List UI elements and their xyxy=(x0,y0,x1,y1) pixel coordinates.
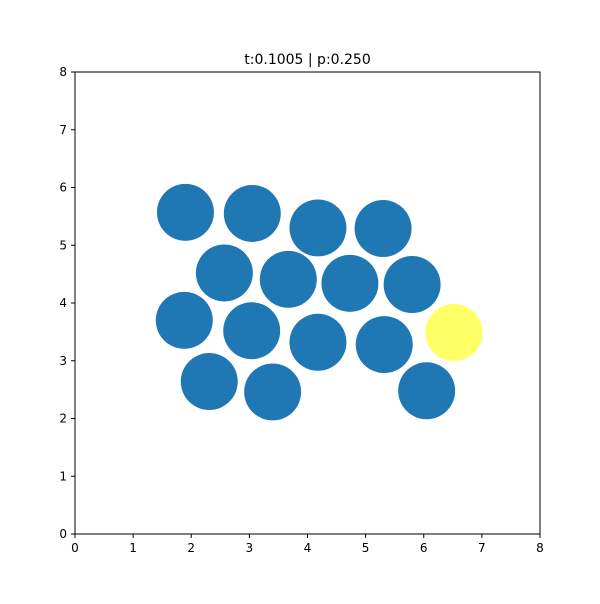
data-point xyxy=(223,185,281,242)
y-tick-label: 7 xyxy=(59,123,67,137)
data-point xyxy=(155,291,213,349)
data-point xyxy=(321,254,379,312)
y-tick-label: 6 xyxy=(59,181,67,195)
data-point xyxy=(398,362,456,420)
data-point xyxy=(355,316,413,374)
data-point xyxy=(289,199,347,257)
x-tick-label: 5 xyxy=(362,541,370,555)
x-tick-label: 1 xyxy=(129,541,137,555)
data-point xyxy=(223,302,281,360)
data-point xyxy=(244,363,302,421)
y-tick-label: 2 xyxy=(59,412,67,426)
data-point-highlight xyxy=(425,303,483,361)
y-tick-label: 3 xyxy=(59,354,67,368)
x-tick-label: 8 xyxy=(536,541,544,555)
y-tick-label: 5 xyxy=(59,238,67,252)
x-tick-label: 2 xyxy=(187,541,195,555)
data-point xyxy=(383,256,441,314)
data-point xyxy=(156,183,214,241)
ticks: 0 1 2 3 4 5 6 7 8 0 1 2 3 4 5 6 7 8 xyxy=(59,65,543,555)
y-tick-label: 8 xyxy=(59,65,67,79)
data-point xyxy=(195,244,253,302)
data-point xyxy=(289,313,347,371)
x-tick-label: 6 xyxy=(420,541,428,555)
y-tick-label: 4 xyxy=(59,296,67,310)
chart-title: t:0.1005 | p:0.250 xyxy=(244,52,371,68)
data-point xyxy=(354,200,412,257)
points xyxy=(155,183,483,421)
y-tick-label: 0 xyxy=(59,527,67,541)
x-tick-label: 4 xyxy=(304,541,312,555)
x-tick-label: 7 xyxy=(478,541,486,555)
data-point xyxy=(259,250,317,308)
y-tick-label: 1 xyxy=(59,469,67,483)
x-tick-label: 3 xyxy=(246,541,254,555)
data-point xyxy=(180,353,238,411)
x-tick-label: 0 xyxy=(71,541,79,555)
plot-frame xyxy=(74,71,541,535)
axes xyxy=(74,71,541,535)
